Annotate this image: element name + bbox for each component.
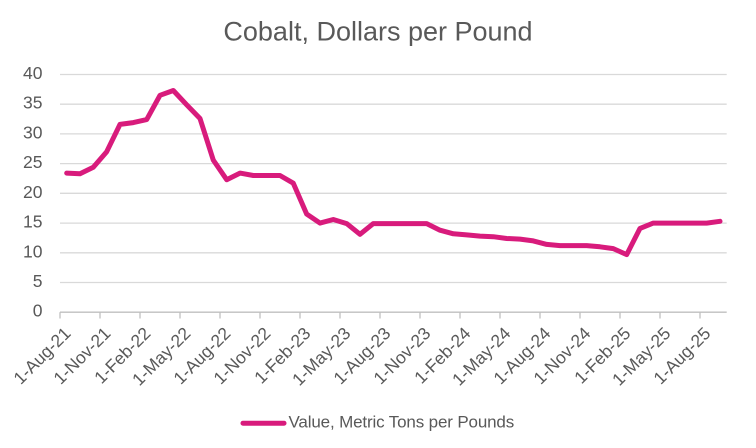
svg-text:5: 5 [33,271,43,291]
svg-text:30: 30 [23,122,43,142]
svg-text:0: 0 [33,301,43,321]
svg-text:15: 15 [23,212,42,232]
svg-text:10: 10 [23,241,43,261]
svg-text:Value, Metric Tons per Pounds: Value, Metric Tons per Pounds [289,413,515,432]
svg-text:Cobalt, Dollars per Pound: Cobalt, Dollars per Pound [223,17,532,47]
svg-text:35: 35 [23,93,42,113]
svg-text:40: 40 [23,63,43,83]
svg-text:25: 25 [23,152,42,172]
svg-text:20: 20 [23,182,43,202]
